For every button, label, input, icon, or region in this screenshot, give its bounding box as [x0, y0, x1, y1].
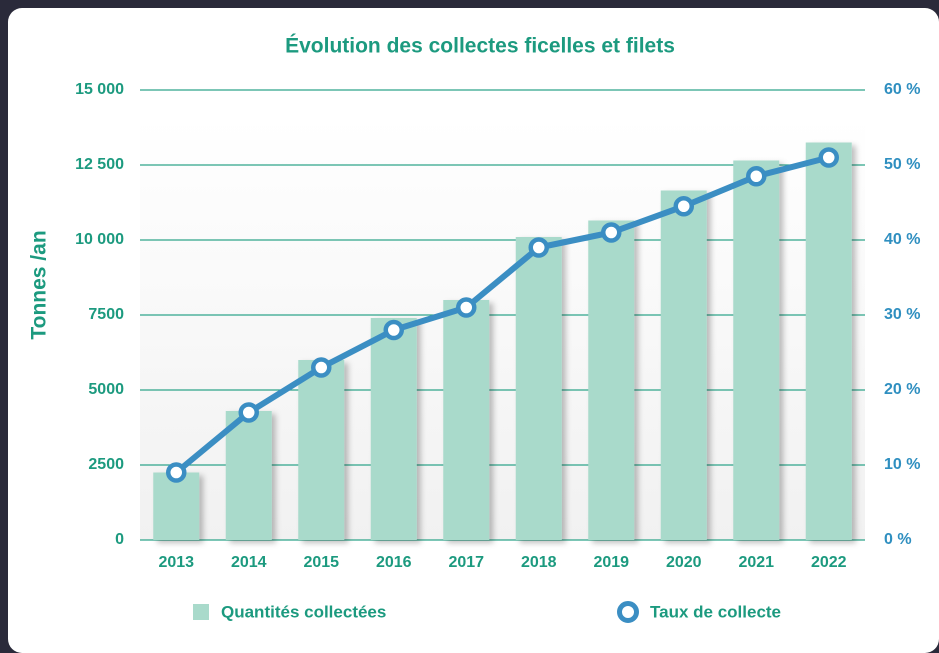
- line-marker: [383, 319, 404, 341]
- y2-tick-label: 30 %: [884, 306, 920, 323]
- bar: [660, 190, 707, 540]
- x-tick-label: 2022: [811, 554, 847, 571]
- chart-title: Évolution des collectes ficelles et file…: [285, 35, 675, 58]
- bar: [733, 160, 780, 540]
- bar: [515, 237, 562, 540]
- x-tick-label: 2018: [521, 554, 557, 571]
- legend-swatch: [193, 604, 209, 620]
- line-marker: [238, 402, 259, 423]
- y-tick-label: 0: [115, 531, 124, 548]
- line-marker: [166, 462, 187, 483]
- legend-label: Taux de collecte: [650, 602, 781, 621]
- y2-tick-label: 50 %: [884, 156, 920, 173]
- x-tick-label: 2017: [448, 554, 484, 571]
- line-marker: [673, 196, 694, 217]
- y-tick-label: 12 500: [75, 156, 124, 173]
- x-tick-label: 2016: [376, 554, 412, 571]
- bar: [588, 220, 635, 540]
- legend-swatch: [617, 601, 639, 623]
- y2-tick-label: 0 %: [884, 531, 912, 548]
- bar: [298, 360, 345, 540]
- line-marker: [456, 297, 477, 318]
- bar: [225, 411, 272, 540]
- legend-label: Quantités collectées: [221, 602, 386, 621]
- line-marker: [746, 166, 767, 187]
- x-tick-label: 2019: [593, 554, 629, 571]
- y-tick-label: 5000: [88, 381, 124, 398]
- y-tick-label: 10 000: [75, 231, 124, 248]
- bar: [370, 318, 417, 540]
- bar: [443, 300, 490, 540]
- y2-tick-label: 40 %: [884, 231, 920, 248]
- y-tick-label: 15 000: [75, 81, 124, 98]
- bar: [153, 472, 200, 540]
- y2-tick-label: 20 %: [884, 381, 920, 398]
- x-tick-label: 2013: [158, 554, 194, 571]
- line-marker: [528, 237, 549, 258]
- x-tick-label: 2014: [231, 554, 267, 571]
- y-axis-label: Tonnes /an: [28, 230, 51, 339]
- x-tick-label: 2021: [738, 554, 774, 571]
- bar: [805, 142, 852, 540]
- y2-tick-label: 10 %: [884, 456, 920, 473]
- line-marker: [601, 222, 622, 243]
- line-marker: [818, 147, 839, 168]
- y2-tick-label: 60 %: [884, 81, 920, 98]
- line: [174, 154, 830, 475]
- y-tick-label: 7500: [88, 306, 124, 323]
- y-tick-label: 2500: [88, 456, 124, 473]
- x-tick-label: 2020: [666, 554, 702, 571]
- line-marker: [311, 357, 332, 378]
- x-tick-label: 2015: [303, 554, 339, 571]
